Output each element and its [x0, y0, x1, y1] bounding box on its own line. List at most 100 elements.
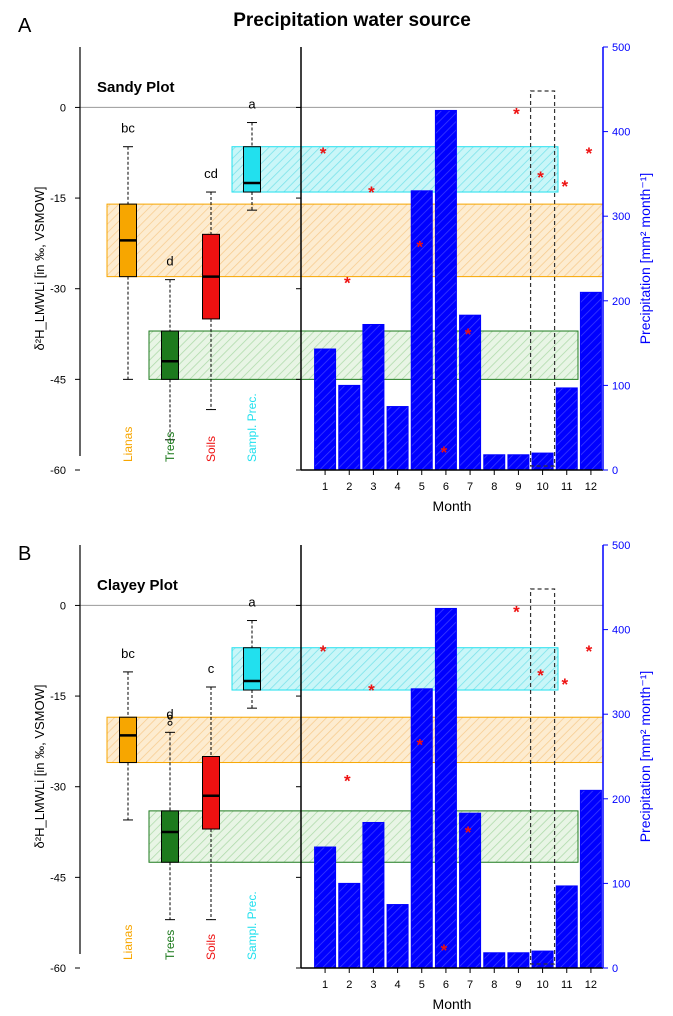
monthly-d2h-star-6: * — [441, 443, 448, 462]
month-tick-label: 5 — [419, 481, 425, 493]
monthly-d2h-star-1: * — [320, 642, 327, 661]
monthly-d2h-star-7: * — [465, 823, 472, 842]
left-tick-label: -45 — [50, 374, 66, 386]
box-sampl-prec — [243, 146, 261, 193]
significance-letter-soils: cd — [204, 166, 218, 181]
precipitation-bar-6 — [434, 607, 457, 969]
month-tick-label: 6 — [443, 481, 449, 493]
precipitation-bar-9 — [507, 952, 530, 969]
box-lianas — [119, 716, 137, 764]
right-tick-label: 0 — [612, 465, 618, 477]
month-tick-label: 9 — [515, 481, 521, 493]
precipitation-bar-5 — [410, 190, 433, 471]
monthly-d2h-star-3: * — [368, 183, 375, 202]
precipitation-bar-10 — [531, 452, 554, 471]
monthly-d2h-star-1: * — [320, 144, 327, 163]
monthly-d2h-star-9: * — [513, 602, 520, 621]
panel-sandy-plot: A Sandy Plot * * * * * * * * * * bc Lianas d Trees cd Soi… — [18, 15, 653, 514]
group-label-soils: Soils — [204, 934, 218, 960]
left-tick-label: -30 — [50, 284, 66, 296]
left-tick-label: -45 — [50, 872, 66, 884]
precipitation-bar-8 — [483, 952, 506, 969]
precipitation-bar-1 — [314, 846, 337, 969]
month-tick-label: 4 — [395, 979, 401, 991]
significance-letter-trees: d — [166, 706, 173, 721]
significance-letter-sampl-prec: a — [248, 97, 256, 112]
precipitation-bar-2 — [338, 384, 361, 471]
month-tick-label: 7 — [467, 979, 473, 991]
october-highlight-box — [529, 90, 556, 467]
month-tick-label: 9 — [515, 979, 521, 991]
plot-title: Sandy Plot — [97, 79, 175, 96]
month-tick-label: 2 — [346, 481, 352, 493]
group-label-soils: Soils — [204, 436, 218, 462]
precipitation-bar-10 — [531, 950, 554, 969]
precipitation-bar-9 — [507, 454, 530, 471]
group-label-trees: Trees — [163, 432, 177, 462]
outlier-trees-0 — [167, 714, 173, 720]
group-label-sampl-prec: Sampl. Prec. — [245, 891, 259, 960]
month-tick-label: 3 — [370, 481, 376, 493]
precipitation-bar-12 — [579, 789, 602, 969]
month-tick-label: 11 — [561, 481, 572, 493]
group-label-lianas: Lianas — [121, 427, 135, 462]
precipitation-bar-8 — [483, 454, 506, 471]
precipitation-bar-4 — [386, 406, 409, 471]
month-tick-label: 11 — [561, 979, 572, 991]
precipitation-bar-11 — [555, 387, 578, 471]
significance-letter-trees: d — [166, 254, 173, 269]
box-trees — [161, 810, 179, 863]
month-tick-label: 6 — [443, 979, 449, 991]
panel-clayey-plot: B Clayey Plot * * * * * * * * * * bc Lianas d Trees c Soi… — [18, 540, 653, 1012]
range-band-sampl-prec — [231, 146, 559, 193]
monthly-d2h-star-12: * — [586, 642, 593, 661]
right-tick-label: 300 — [612, 709, 630, 721]
range-band-lianas — [106, 203, 604, 278]
month-tick-label: 12 — [585, 481, 597, 493]
left-tick-label: -60 — [50, 465, 66, 477]
precipitation-bar-11 — [555, 885, 578, 969]
october-highlight-box — [529, 588, 556, 965]
month-tick-label: 2 — [346, 979, 352, 991]
right-tick-label: 300 — [612, 211, 630, 223]
left-tick-label: -60 — [50, 963, 66, 975]
monthly-d2h-star-5: * — [416, 237, 423, 256]
right-tick-label: 0 — [612, 963, 618, 975]
month-tick-label: 1 — [322, 481, 328, 493]
monthly-d2h-star-11: * — [561, 675, 568, 694]
box-trees — [161, 330, 179, 380]
group-label-sampl-prec: Sampl. Prec. — [245, 393, 259, 462]
precipitation-bar-6 — [434, 109, 457, 471]
precipitation-bar-3 — [362, 323, 385, 471]
month-tick-label: 3 — [370, 979, 376, 991]
precipitation-bar-1 — [314, 348, 337, 471]
left-axis-title: δ²H_LMWLi [in ‰, VSMOW] — [32, 685, 47, 849]
monthly-d2h-star-7: * — [465, 325, 472, 344]
significance-letter-soils: c — [208, 661, 215, 676]
month-tick-label: 10 — [536, 481, 548, 493]
monthly-d2h-star-5: * — [416, 735, 423, 754]
significance-letter-sampl-prec: a — [248, 595, 256, 610]
box-sampl-prec — [243, 647, 261, 691]
precipitation-bar-12 — [579, 291, 602, 471]
monthly-d2h-star-10: * — [537, 168, 544, 187]
right-axis-title: Precipitation [mm² month⁻¹] — [637, 671, 653, 843]
right-tick-label: 200 — [612, 794, 630, 806]
significance-letter-lianas: bc — [121, 121, 135, 136]
month-tick-label: 4 — [395, 481, 401, 493]
right-axis-title: Precipitation [mm² month⁻¹] — [637, 173, 653, 345]
left-axis-title: δ²H_LMWLi [in ‰, VSMOW] — [32, 187, 47, 351]
monthly-d2h-star-2: * — [344, 772, 351, 791]
month-tick-label: 10 — [536, 979, 548, 991]
right-tick-label: 500 — [612, 42, 630, 54]
range-band-lianas — [106, 716, 604, 764]
panel-letter: A — [18, 15, 32, 37]
right-tick-label: 400 — [612, 625, 630, 637]
right-tick-label: 200 — [612, 296, 630, 308]
monthly-d2h-star-12: * — [586, 144, 593, 163]
x-axis-title: Month — [433, 498, 472, 514]
right-tick-label: 100 — [612, 380, 630, 392]
group-label-trees: Trees — [163, 930, 177, 960]
monthly-d2h-star-11: * — [561, 177, 568, 196]
